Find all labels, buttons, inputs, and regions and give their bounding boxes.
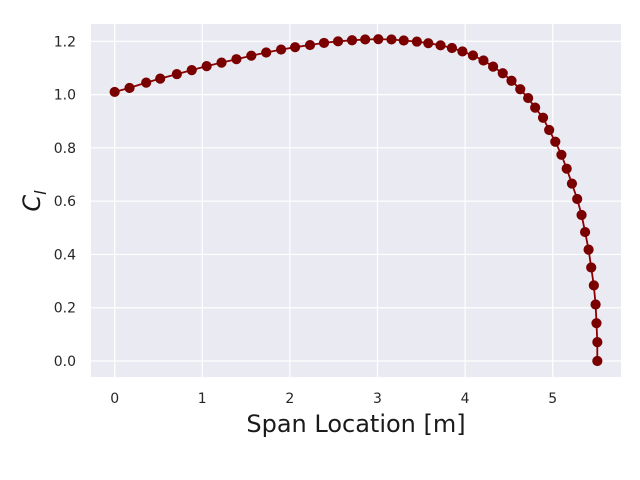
data-point [467,50,479,61]
data-point [201,60,212,72]
y-tick-label: 0.2 [54,301,76,317]
data-point [550,136,561,147]
y-axis-title-main: C [18,195,46,212]
data-point [411,36,422,47]
data-point [515,84,526,95]
data-point [155,73,166,84]
data-series [109,34,603,367]
data-point [561,163,572,174]
data-point [556,149,567,160]
data-point [523,92,534,104]
x-tick-label: 3 [373,391,382,407]
data-point [435,40,446,51]
data-point [141,77,152,88]
data-point [497,68,508,79]
y-tick-label: 0.8 [54,141,76,157]
data-point [386,34,397,45]
data-point [423,38,434,49]
data-point [275,44,287,55]
data-point [566,178,578,189]
data-point [171,68,182,80]
data-point [576,209,587,221]
data-point [318,37,330,49]
data-point [572,193,583,205]
y-tick-label: 0.4 [54,247,76,263]
y-axis-title: Cl [18,190,50,212]
data-point [530,102,541,113]
y-tick-label: 0.6 [54,194,76,210]
data-point [186,64,197,76]
x-tick-labels: 0 1 2 3 4 5 [110,391,557,407]
data-point [246,50,257,61]
data-point [579,226,591,238]
data-point [290,42,301,53]
data-point [398,35,409,46]
data-point [231,54,242,65]
data-point [216,57,227,68]
y-tick-label: 0.0 [54,354,76,370]
data-point [446,42,458,54]
data-point [506,75,517,86]
data-point [304,39,316,51]
data-point [588,280,599,291]
data-point [124,82,135,94]
data-point [373,34,384,45]
y-tick-label: 1.0 [54,88,76,104]
data-point [478,55,489,66]
y-axis-title-subscript: l [31,190,50,195]
data-point [109,86,120,98]
data-point [591,318,602,329]
x-tick-label: 5 [548,391,557,407]
plot-area [91,24,621,377]
data-point [487,61,499,72]
x-axis-title: Span Location [m] [246,410,465,438]
y-tick-labels: 0.0 0.2 0.4 0.6 0.8 1.0 1.2 [54,34,76,370]
data-point [544,124,555,136]
x-tick-label: 2 [285,391,294,407]
x-tick-label: 0 [110,391,119,407]
x-tick-label: 1 [198,391,207,407]
data-point [360,34,371,45]
y-tick-label: 1.2 [54,34,76,50]
data-point [592,355,603,367]
x-tick-label: 4 [461,391,470,407]
data-point [583,244,594,255]
data-point [590,299,601,310]
data-point [457,46,468,57]
data-point [346,35,358,46]
data-point [592,336,603,348]
data-point [332,36,344,47]
data-point [586,262,597,273]
data-point [537,112,549,123]
data-point [261,47,272,58]
